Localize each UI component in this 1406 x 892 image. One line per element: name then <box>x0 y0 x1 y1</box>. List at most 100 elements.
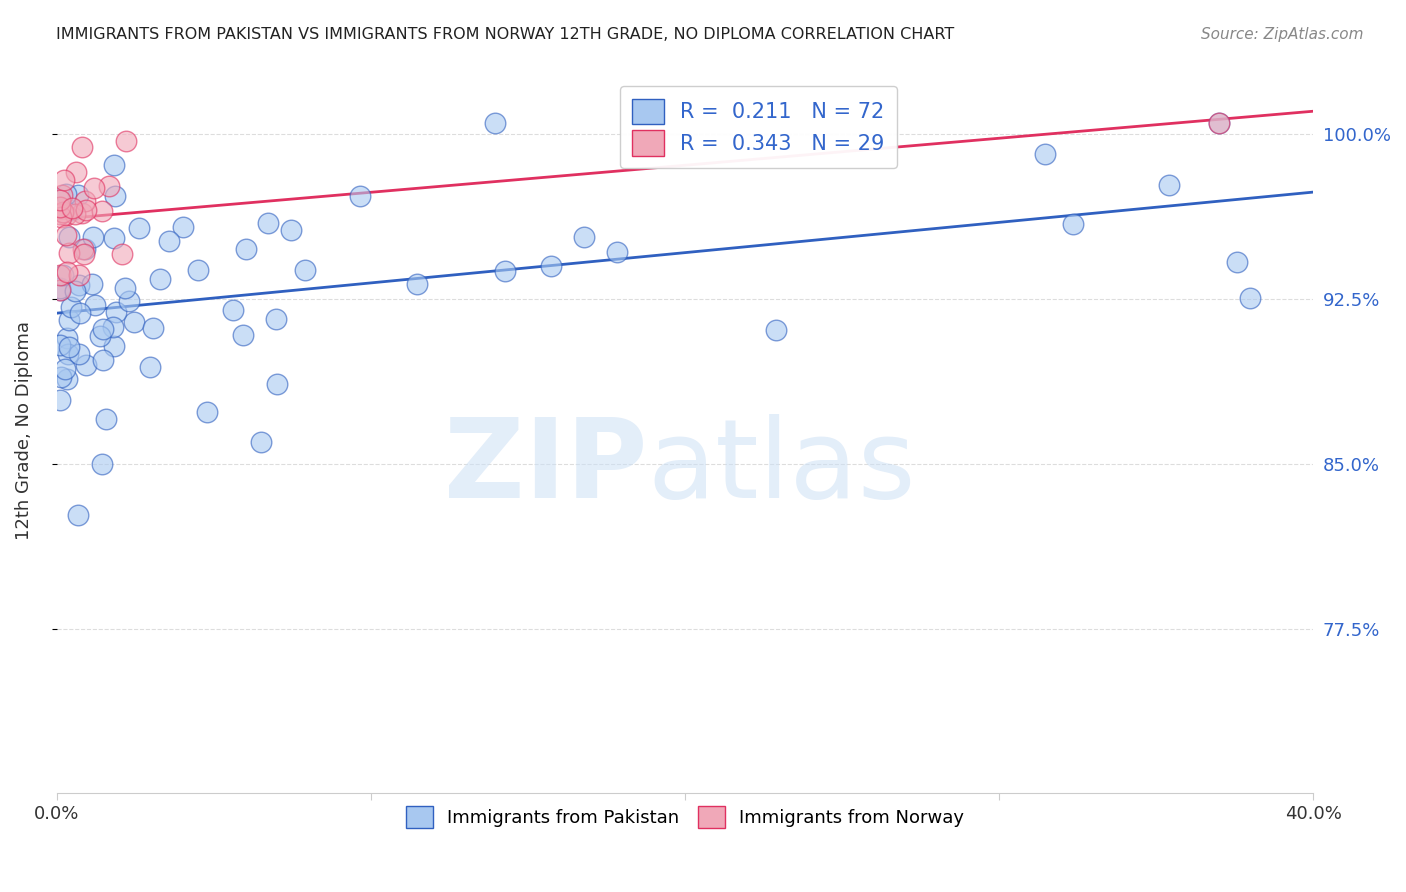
Point <box>157 235 180 249</box>
Point <box>48 393 70 408</box>
Point <box>48 268 70 282</box>
Point <box>53 361 76 376</box>
Point <box>67 508 90 522</box>
Point <box>48 207 70 221</box>
Point <box>91 322 114 336</box>
Point <box>249 434 271 449</box>
Point <box>65 284 87 298</box>
Point <box>139 360 162 375</box>
Text: atlas: atlas <box>647 414 915 521</box>
Point <box>606 245 628 260</box>
Point <box>51 210 73 224</box>
Point <box>53 172 76 186</box>
Point <box>122 315 145 329</box>
Point <box>105 305 128 319</box>
Point <box>264 312 287 326</box>
Point <box>187 262 209 277</box>
Legend: Immigrants from Pakistan, Immigrants from Norway: Immigrants from Pakistan, Immigrants fro… <box>399 798 972 835</box>
Point <box>89 329 111 343</box>
Point <box>52 204 75 219</box>
Point <box>58 313 80 327</box>
Point <box>765 323 787 337</box>
Point <box>197 405 219 419</box>
Point <box>484 116 506 130</box>
Point <box>110 247 132 261</box>
Point <box>49 370 72 384</box>
Point <box>1226 254 1249 268</box>
Point <box>56 331 79 345</box>
Point <box>83 180 105 194</box>
Point <box>1239 291 1261 305</box>
Point <box>67 278 90 293</box>
Point <box>75 202 97 217</box>
Point <box>73 194 96 208</box>
Point <box>75 243 97 257</box>
Point <box>103 339 125 353</box>
Point <box>1208 116 1230 130</box>
Point <box>1035 147 1057 161</box>
Point <box>222 302 245 317</box>
Point <box>52 268 75 283</box>
Point <box>49 283 72 297</box>
Point <box>49 200 72 214</box>
Point <box>70 140 93 154</box>
Point <box>60 201 83 215</box>
Point <box>235 242 257 256</box>
Point <box>60 202 83 217</box>
Point <box>48 193 70 207</box>
Point <box>55 208 77 222</box>
Point <box>56 372 79 386</box>
Point <box>56 265 79 279</box>
Point <box>540 259 562 273</box>
Point <box>63 206 86 220</box>
Point <box>142 321 165 335</box>
Point <box>294 262 316 277</box>
Point <box>115 134 138 148</box>
Point <box>349 189 371 203</box>
Point <box>67 268 90 282</box>
Point <box>75 358 97 372</box>
Point <box>58 340 80 354</box>
Point <box>55 227 77 242</box>
Text: IMMIGRANTS FROM PAKISTAN VS IMMIGRANTS FROM NORWAY 12TH GRADE, NO DIPLOMA CORREL: IMMIGRANTS FROM PAKISTAN VS IMMIGRANTS F… <box>56 27 955 42</box>
Point <box>93 353 115 368</box>
Point <box>58 230 80 244</box>
Point <box>114 281 136 295</box>
Point <box>55 187 77 202</box>
Point <box>406 277 429 291</box>
Point <box>59 300 82 314</box>
Point <box>128 220 150 235</box>
Point <box>103 231 125 245</box>
Point <box>494 264 516 278</box>
Point <box>98 179 121 194</box>
Point <box>48 338 70 352</box>
Point <box>48 283 70 297</box>
Point <box>118 293 141 308</box>
Point <box>70 206 93 220</box>
Text: Source: ZipAtlas.com: Source: ZipAtlas.com <box>1201 27 1364 42</box>
Point <box>266 377 288 392</box>
Point <box>257 216 280 230</box>
Point <box>91 204 114 219</box>
Point <box>101 319 124 334</box>
Point <box>58 245 80 260</box>
Point <box>172 220 194 235</box>
Point <box>67 188 90 202</box>
Point <box>103 158 125 172</box>
Point <box>48 281 70 295</box>
Point <box>72 242 94 256</box>
Point <box>83 298 105 312</box>
Point <box>69 306 91 320</box>
Point <box>1208 116 1230 130</box>
Point <box>58 347 80 361</box>
Point <box>67 347 90 361</box>
Point <box>232 327 254 342</box>
Point <box>149 272 172 286</box>
Point <box>82 277 104 292</box>
Y-axis label: 12th Grade, No Diploma: 12th Grade, No Diploma <box>15 321 32 541</box>
Point <box>82 230 104 244</box>
Point <box>51 187 73 202</box>
Point <box>104 189 127 203</box>
Point <box>91 457 114 471</box>
Point <box>65 164 87 178</box>
